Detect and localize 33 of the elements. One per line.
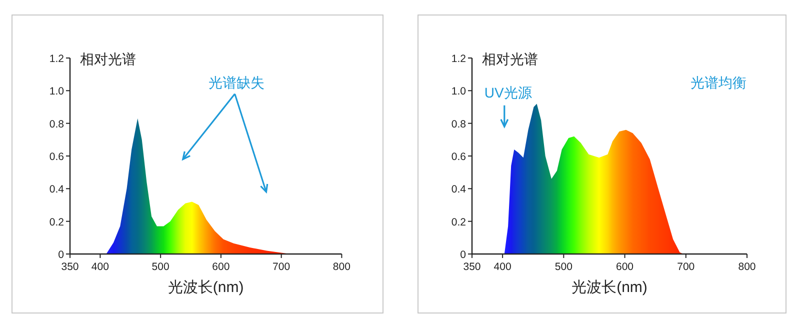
y-axis-title: 相对光谱 [482,51,538,67]
x-tick-label: 700 [677,261,695,273]
x-tick-label: 600 [212,261,230,273]
y-tick-label: 0 [58,249,64,261]
y-axis-title: 相对光谱 [80,51,136,67]
x-axis-title: 光波长(nm) [572,279,648,296]
x-tick-label: 800 [332,261,351,273]
y-tick-label: 0.6 [49,151,64,163]
annotation: 光谱缺失 [208,74,265,90]
x-tick-label: 500 [152,261,170,273]
x-tick-label: 700 [272,261,290,273]
y-tick-label: 1.0 [49,86,64,98]
y-tick-label: 0.4 [451,184,466,196]
x-tick-label: 350 [61,261,79,273]
x-tick-label: 350 [463,261,481,273]
y-tick-label: 0.6 [451,151,466,163]
y-tick-label: 0.8 [49,118,64,130]
y-tick-label: 1.0 [451,86,466,98]
y-tick-label: 0.8 [451,118,466,130]
y-tick-label: 0.2 [49,216,64,228]
annotation: UV光源 [484,84,532,100]
x-tick-label: 600 [616,261,634,273]
y-tick-label: 0 [460,249,466,261]
x-tick-label: 500 [554,261,573,273]
y-tick-label: 0.4 [49,184,64,196]
y-tick-label: 0.2 [451,216,466,228]
y-tick-label: 1.2 [49,53,64,65]
x-tick-label: 400 [91,261,110,273]
annotation: 光谱均衡 [690,74,746,90]
x-tick-label: 800 [738,261,756,273]
x-axis-title: 光波长(nm) [168,279,244,296]
y-tick-label: 1.2 [451,53,466,65]
x-tick-label: 400 [494,261,512,273]
